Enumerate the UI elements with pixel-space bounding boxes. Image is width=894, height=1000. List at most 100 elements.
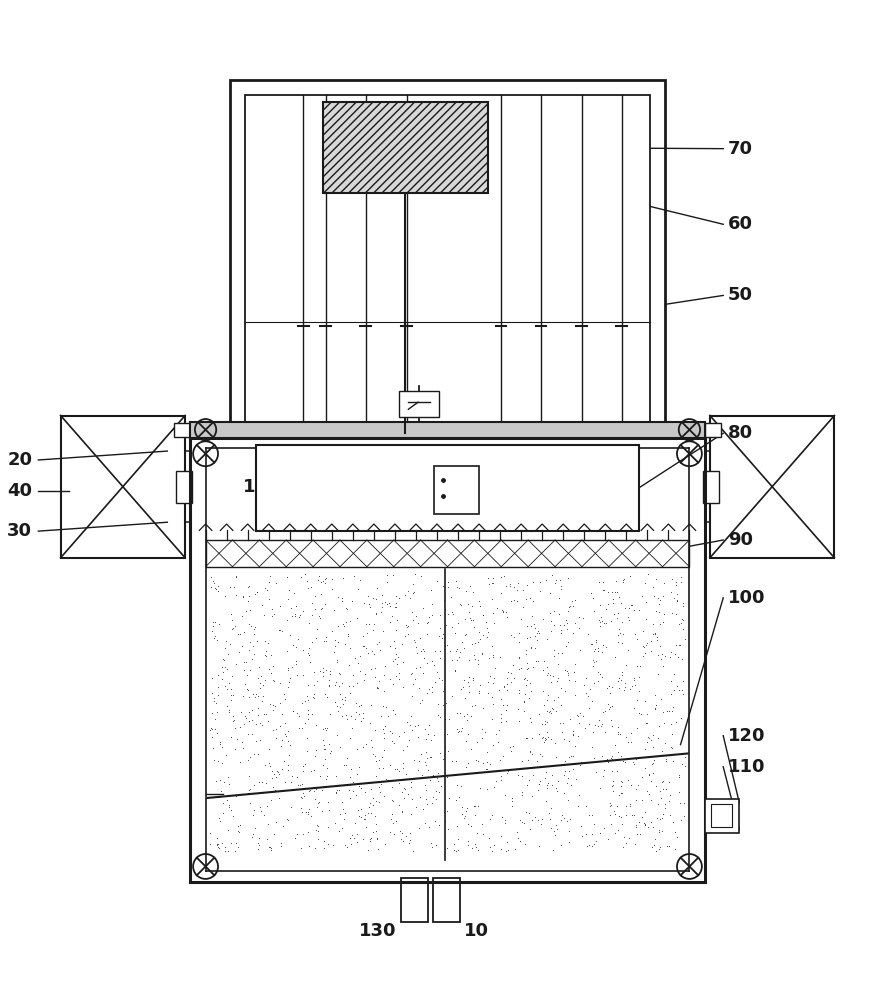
- Point: [302, 838, 316, 854]
- Point: [588, 764, 603, 780]
- Point: [296, 763, 310, 779]
- Point: [531, 782, 545, 798]
- Point: [237, 654, 251, 670]
- Point: [561, 823, 576, 839]
- Point: [382, 595, 396, 611]
- Point: [416, 600, 430, 616]
- Point: [634, 809, 648, 825]
- Point: [367, 722, 382, 738]
- Point: [233, 719, 248, 735]
- Point: [231, 626, 245, 642]
- Point: [315, 803, 329, 819]
- Point: [592, 574, 606, 590]
- Point: [595, 644, 609, 660]
- Point: [451, 723, 466, 739]
- Point: [248, 689, 262, 705]
- Point: [232, 817, 247, 833]
- Point: [248, 820, 262, 836]
- Point: [528, 653, 543, 669]
- Point: [474, 645, 488, 661]
- Point: [349, 834, 363, 850]
- Point: [651, 841, 665, 857]
- Point: [654, 810, 669, 826]
- Point: [650, 632, 664, 648]
- Point: [544, 767, 558, 783]
- Point: [626, 756, 640, 772]
- Point: [410, 729, 425, 745]
- Point: [610, 798, 624, 814]
- Point: [316, 757, 330, 773]
- Point: [322, 672, 336, 688]
- Point: [316, 737, 331, 753]
- Point: [207, 630, 221, 646]
- Point: [407, 584, 421, 600]
- Point: [539, 631, 553, 647]
- Point: [464, 636, 478, 652]
- Point: [394, 804, 409, 820]
- Point: [413, 568, 427, 584]
- Point: [551, 689, 565, 705]
- Point: [518, 670, 532, 686]
- Point: [350, 766, 364, 782]
- Point: [609, 584, 623, 600]
- Point: [376, 683, 391, 699]
- Point: [335, 616, 350, 632]
- Point: [334, 820, 349, 836]
- Point: [319, 720, 333, 736]
- Point: [616, 574, 630, 590]
- Point: [625, 754, 639, 770]
- Point: [220, 661, 234, 677]
- Point: [643, 814, 657, 830]
- Point: [499, 682, 513, 698]
- Point: [224, 835, 238, 851]
- Point: [428, 837, 443, 853]
- Point: [524, 812, 538, 828]
- Point: [578, 720, 592, 736]
- Point: [610, 627, 624, 643]
- Point: [671, 616, 686, 632]
- Point: [394, 784, 409, 800]
- Point: [564, 593, 578, 609]
- Point: [593, 718, 607, 734]
- Point: [544, 700, 559, 716]
- Point: [627, 602, 641, 618]
- Point: [435, 683, 450, 699]
- Point: [313, 574, 327, 590]
- Point: [396, 780, 410, 796]
- Point: [453, 681, 468, 697]
- Point: [493, 768, 508, 784]
- Point: [203, 579, 217, 595]
- Point: [632, 826, 646, 842]
- Point: [623, 777, 637, 793]
- Point: [380, 772, 394, 788]
- Point: [674, 611, 688, 627]
- Point: [375, 721, 390, 737]
- Point: [394, 636, 409, 652]
- Point: [342, 678, 356, 694]
- Point: [453, 597, 468, 613]
- Bar: [244, 95, 650, 433]
- Point: [220, 843, 234, 859]
- Point: [345, 783, 359, 799]
- Point: [411, 680, 426, 696]
- Point: [638, 611, 653, 627]
- Point: [517, 703, 531, 719]
- Point: [565, 723, 579, 739]
- Point: [643, 732, 657, 748]
- Point: [339, 600, 353, 616]
- Point: [414, 767, 428, 783]
- Point: [224, 687, 239, 703]
- Point: [460, 833, 475, 849]
- Point: [417, 721, 432, 737]
- Point: [403, 779, 417, 795]
- Point: [636, 623, 650, 639]
- Point: [353, 572, 367, 588]
- Point: [458, 627, 472, 643]
- Point: [648, 778, 662, 794]
- Point: [272, 622, 286, 638]
- Point: [295, 790, 309, 806]
- Point: [283, 627, 297, 643]
- Point: [628, 781, 643, 797]
- Point: [507, 841, 521, 857]
- Point: [674, 651, 688, 667]
